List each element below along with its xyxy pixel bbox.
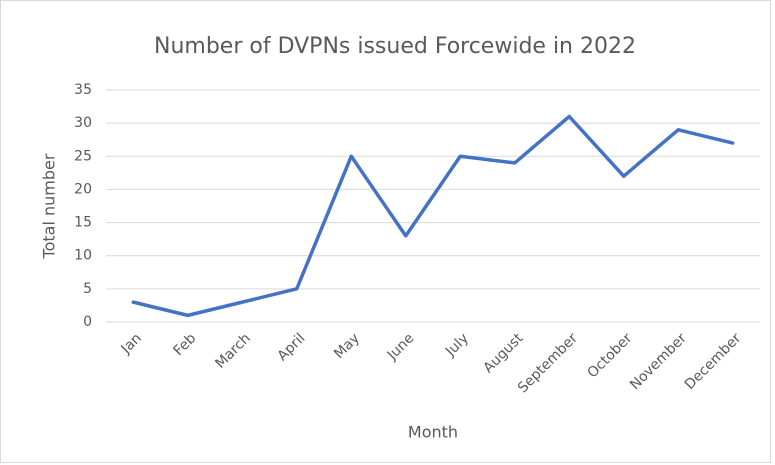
y-tick-label: 15 (74, 215, 92, 231)
y-tick-label: 10 (74, 248, 92, 264)
y-tick-label: 30 (74, 115, 92, 131)
x-axis-title: Month (408, 423, 458, 442)
y-tick-label: 35 (74, 82, 92, 98)
y-axis-title: Total number (40, 153, 59, 259)
y-tick-label: 25 (74, 148, 92, 164)
chart-title: Number of DVPNs issued Forcewide in 2022 (154, 34, 636, 59)
y-tick-label: 5 (83, 281, 92, 297)
y-tick-label: 20 (74, 181, 92, 197)
y-tick-label: 0 (83, 314, 92, 330)
data-line (131, 114, 735, 318)
